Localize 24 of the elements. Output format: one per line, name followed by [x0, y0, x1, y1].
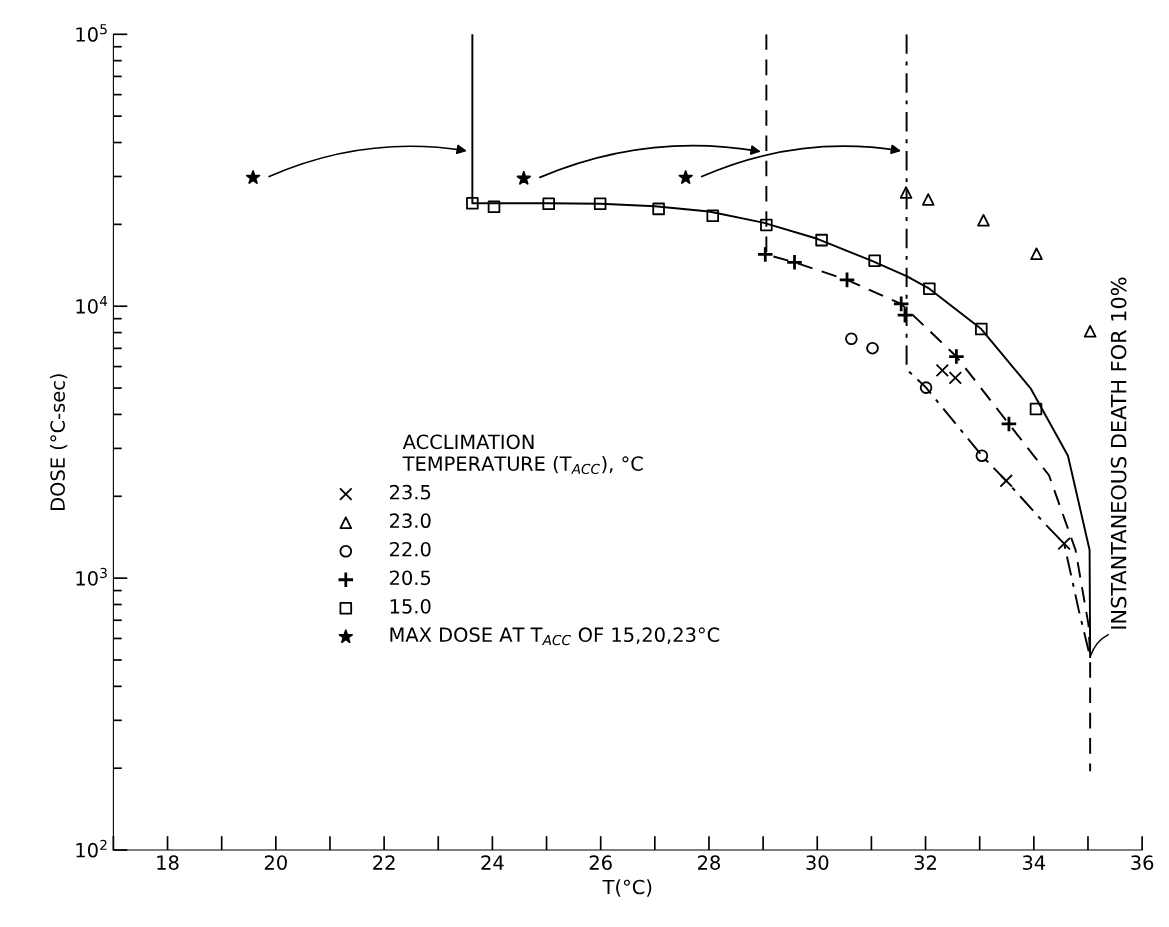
x-tick-label: 36 — [1131, 855, 1154, 870]
x-tick-label: 32 — [914, 855, 936, 870]
legend-label: MAX DOSE AT T$_{ACC}$ OF 15,20,23°C — [390, 627, 720, 646]
x-tick-label: 18 — [157, 855, 179, 870]
legend-label: 20.5 — [390, 570, 431, 586]
y-tick-label: 10$^{4}$ — [76, 296, 108, 314]
x-tick-label: 30 — [806, 855, 829, 870]
y-tick-label: 10$^{2}$ — [76, 839, 107, 858]
x-tick-label: 24 — [481, 855, 504, 870]
legend-label: 15.0 — [390, 598, 431, 614]
legend-label: 23.5 — [390, 484, 431, 500]
x-tick-label: 28 — [698, 855, 721, 870]
legend-label: 23.0 — [390, 513, 431, 529]
x-tick-label: 34 — [1022, 855, 1046, 870]
x-tick-label: 26 — [589, 855, 612, 870]
legend-label: 22.0 — [390, 541, 431, 557]
y-tick-label: 10$^{5}$ — [76, 24, 107, 42]
x-tick-label: 22 — [373, 855, 395, 870]
x-axis-title: T(°C) — [602, 879, 652, 897]
legend-title: ACCLIMATION TEMPERATURE (T$_{ACC}$), °C — [402, 434, 643, 475]
x-tick-label: 20 — [264, 855, 287, 870]
y-axis-title: DOSE (°C-sec) — [49, 374, 68, 510]
annotation: INSTANTANEOUS DEATH FOR 10% — [1110, 277, 1127, 629]
y-tick-label: 10$^{3}$ — [76, 567, 107, 586]
